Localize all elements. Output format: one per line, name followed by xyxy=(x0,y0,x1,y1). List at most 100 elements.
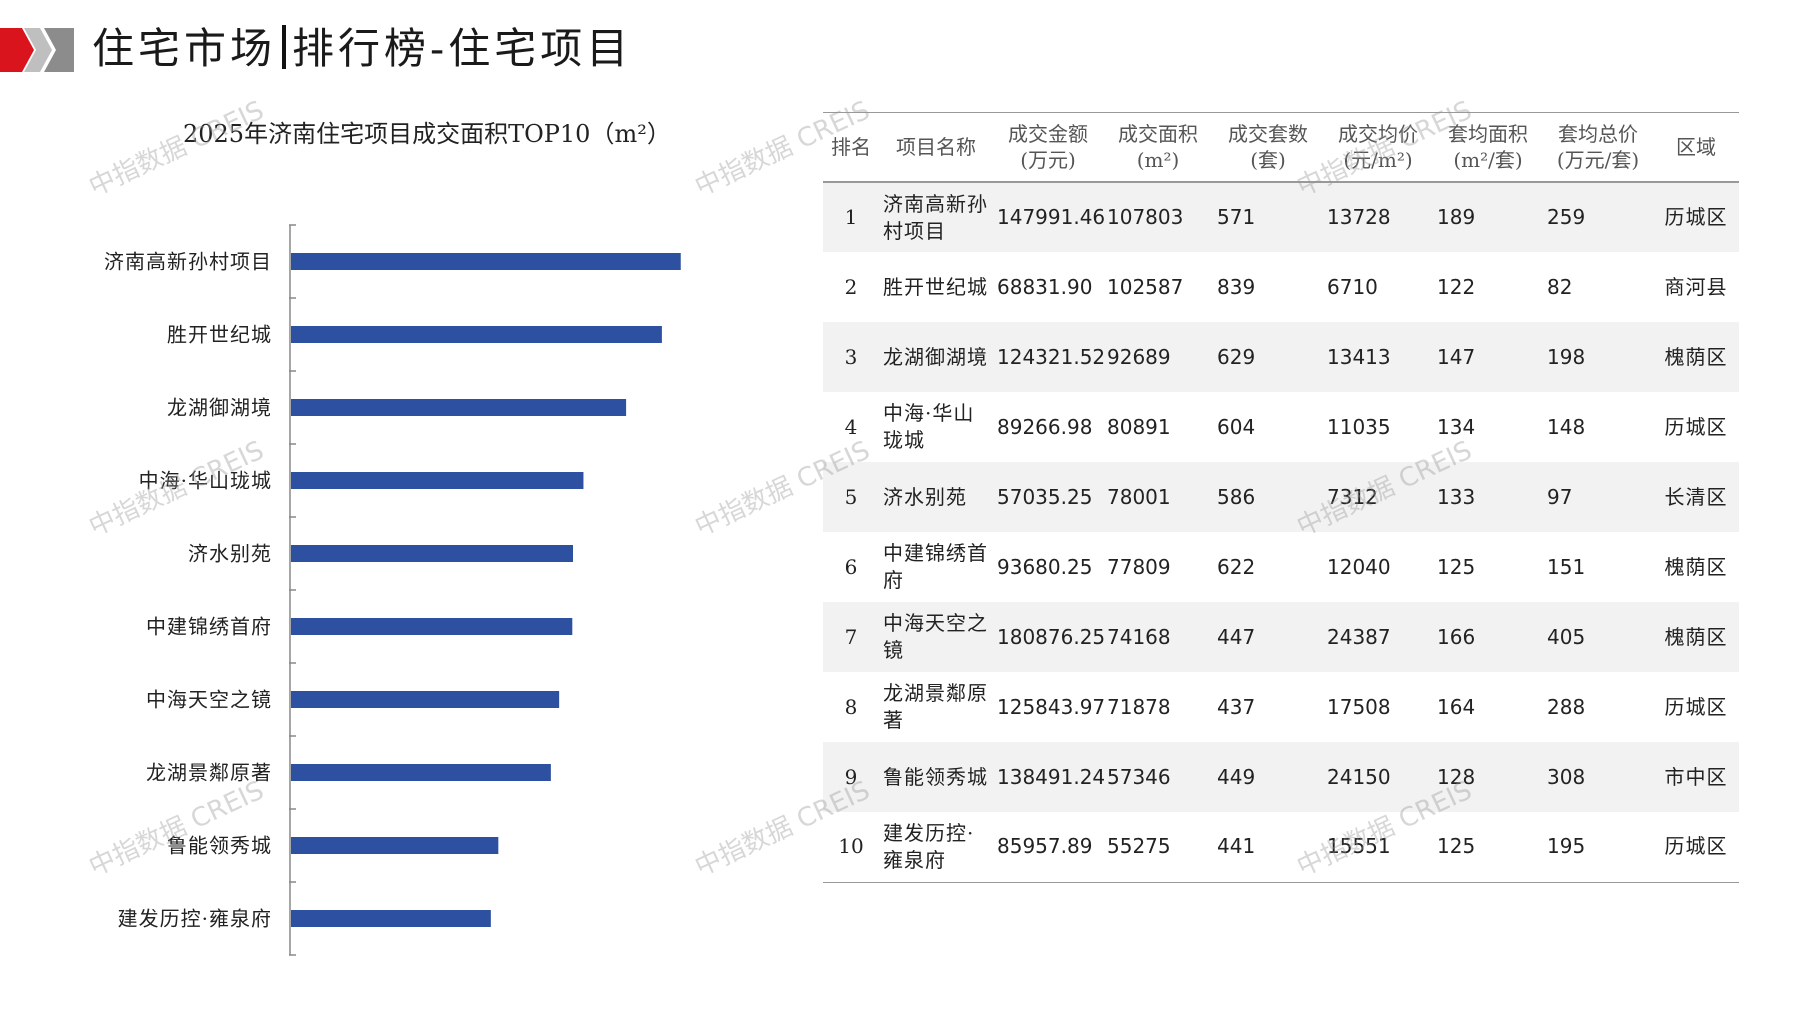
cell-rank: 8 xyxy=(844,694,858,719)
category-label: 中海天空之镜 xyxy=(146,688,272,712)
cell-avg-area: 166 xyxy=(1437,624,1476,649)
bar xyxy=(291,837,499,854)
cell-rank: 7 xyxy=(844,624,858,649)
cell-area: 74168 xyxy=(1107,624,1171,649)
header-label: 成交均价 xyxy=(1338,122,1418,146)
page-title-right: 排行榜-住宅项目 xyxy=(292,24,633,73)
cell-rank: 1 xyxy=(844,205,858,229)
cell-name: 济南高新孙村项目 xyxy=(883,191,988,243)
cell-units: 441 xyxy=(1217,834,1256,859)
cell-avg-area: 134 xyxy=(1437,414,1476,439)
cell-amount: 93680.25 xyxy=(997,554,1093,579)
cell-area: 77809 xyxy=(1107,554,1171,579)
cell-area: 55275 xyxy=(1107,834,1171,859)
cell-name: 鲁能领秀城 xyxy=(883,764,988,789)
cell-avg-area: 164 xyxy=(1437,694,1476,719)
cell-amount: 68831.90 xyxy=(997,274,1093,299)
chart-title: 2025年济南住宅项目成交面积TOP10（m²） xyxy=(183,120,671,148)
page-title-left: 住宅市场 xyxy=(92,24,277,73)
cell-units: 437 xyxy=(1217,694,1256,719)
cell-amount: 180876.25 xyxy=(997,624,1106,649)
table-header-cell: 套均总价 (万元/套) xyxy=(1543,113,1653,183)
cell-area: 107803 xyxy=(1107,205,1184,229)
cell-area: 92689 xyxy=(1107,344,1171,369)
header-unit: (套) xyxy=(1250,148,1286,172)
cell-name: 中海·华山珑城 xyxy=(883,401,975,452)
cell-region: 历城区 xyxy=(1664,205,1728,229)
cell-avg-area: 125 xyxy=(1437,834,1476,859)
cell-amount: 138491.24 xyxy=(997,764,1106,789)
header-label: 成交面积 xyxy=(1118,122,1198,146)
header-unit: (万元) xyxy=(1020,148,1076,172)
table-header-cell: 成交套数 (套) xyxy=(1213,113,1323,183)
cell-rank: 10 xyxy=(838,834,864,859)
cell-rank: 5 xyxy=(844,484,858,509)
cell-region: 商河县 xyxy=(1664,274,1728,299)
table-header-cell: 排名 xyxy=(823,113,879,183)
table-row: 3 龙湖御湖境 124321.52 92689 629 13413 147 198 槐荫区 xyxy=(823,322,1739,392)
table-header-cell: 成交面积 (m²) xyxy=(1103,113,1213,183)
table-header-cell: 成交金额 (万元) xyxy=(993,113,1103,183)
header-label: 成交金额 xyxy=(1008,122,1088,146)
cell-units: 839 xyxy=(1217,274,1256,299)
cell-amount: 85957.89 xyxy=(997,834,1093,859)
table-row: 6 中建锦绣首府 93680.25 77809 622 12040 125 151 槐荫区 xyxy=(823,532,1739,602)
cell-name: 中海天空之镜 xyxy=(883,611,988,662)
cell-rank: 9 xyxy=(844,764,858,789)
cell-amount: 124321.52 xyxy=(997,344,1106,369)
table-row: 2 胜开世纪城 68831.90 102587 839 6710 122 82 商河县 xyxy=(823,252,1739,322)
cell-rank: 4 xyxy=(844,414,858,439)
table-row: 10 建发历控·雍泉府 85957.89 55275 441 15551 125 195 历城区 xyxy=(823,812,1739,882)
cell-units: 447 xyxy=(1217,624,1256,649)
cell-avg-price: 17508 xyxy=(1327,694,1391,719)
cell-region: 历城区 xyxy=(1664,834,1728,859)
cell-amount: 147991.46 xyxy=(997,205,1106,229)
table-row: 1 济南高新孙村项目 147991.46 107803 571 13728 189 259 历城… xyxy=(823,182,1739,252)
cell-region: 槐荫区 xyxy=(1664,554,1728,579)
table-header-cell: 区域 xyxy=(1653,113,1739,183)
table-body: 1 济南高新孙村项目 147991.46 107803 571 13728 189 259 历城… xyxy=(823,182,1739,882)
category-label: 中海·华山珑城 xyxy=(139,469,272,493)
category-label: 济南高新孙村项目 xyxy=(104,250,272,274)
cell-amount: 125843.97 xyxy=(997,694,1106,719)
cell-avg-price: 11035 xyxy=(1327,414,1391,439)
category-label: 龙湖御湖境 xyxy=(167,396,272,420)
cell-region: 历城区 xyxy=(1664,414,1728,439)
table-header-row: 排名 项目名称 成交金额 (万元) 成交面积 (m²) 成交套数 (套) 成交均价 (元/m²) 套… xyxy=(823,112,1739,183)
header-label: 套均面积 xyxy=(1448,122,1528,146)
bar xyxy=(291,618,573,635)
cell-avg-area: 128 xyxy=(1437,764,1476,789)
cell-name: 龙湖御湖境 xyxy=(883,344,988,369)
header-label: 成交套数 xyxy=(1228,122,1308,146)
cell-region: 槐荫区 xyxy=(1664,624,1728,649)
cell-avg-total: 82 xyxy=(1547,274,1573,299)
bar xyxy=(291,764,551,781)
table-row: 7 中海天空之镜 180876.25 74168 447 24387 166 405 槐荫区 xyxy=(823,602,1739,672)
header-unit: (万元/套) xyxy=(1556,148,1640,172)
cell-region: 槐荫区 xyxy=(1664,344,1728,369)
category-label: 龙湖景鄰原著 xyxy=(146,761,272,785)
category-label: 中建锦绣首府 xyxy=(146,615,272,639)
cell-area: 57346 xyxy=(1107,764,1171,789)
table-row: 8 龙湖景鄰原著 125843.97 71878 437 17508 164 288 历城区 xyxy=(823,672,1739,742)
cell-avg-area: 125 xyxy=(1437,554,1476,579)
header-unit: (m²) xyxy=(1136,148,1180,172)
cell-avg-total: 405 xyxy=(1547,624,1586,649)
cell-avg-price: 13413 xyxy=(1327,344,1391,369)
cell-region: 历城区 xyxy=(1664,694,1728,719)
category-label: 济水别苑 xyxy=(188,542,272,566)
bar xyxy=(291,472,584,489)
header-unit: (m²/套) xyxy=(1453,148,1523,172)
bar xyxy=(291,545,574,562)
cell-avg-area: 147 xyxy=(1437,344,1476,369)
table-header-cell: 套均面积 (m²/套) xyxy=(1433,113,1543,183)
title-separator xyxy=(282,25,287,69)
cell-region: 长清区 xyxy=(1664,484,1728,509)
cell-avg-total: 259 xyxy=(1547,205,1586,229)
header-label: 区域 xyxy=(1676,135,1716,159)
cell-avg-total: 97 xyxy=(1547,484,1573,509)
cell-avg-total: 195 xyxy=(1547,834,1586,859)
cell-area: 78001 xyxy=(1107,484,1171,509)
cell-avg-total: 148 xyxy=(1547,414,1586,439)
cell-name: 龙湖景鄰原著 xyxy=(883,681,988,732)
